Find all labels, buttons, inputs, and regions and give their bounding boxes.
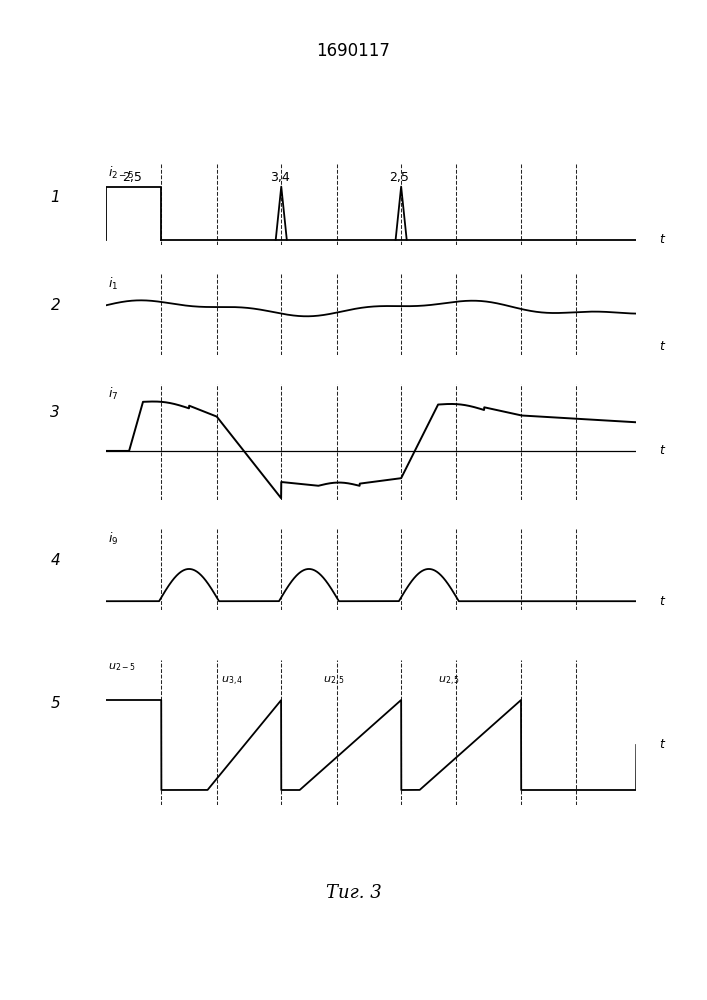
Text: 3,4: 3,4 (270, 171, 289, 184)
Text: 2,5: 2,5 (122, 171, 142, 184)
Text: $i_1$: $i_1$ (108, 276, 119, 292)
Text: $u_{3,4}$: $u_{3,4}$ (221, 675, 244, 688)
Text: $u_{2-5}$: $u_{2-5}$ (108, 661, 136, 673)
Text: $t$: $t$ (660, 340, 667, 353)
Text: $i_7$: $i_7$ (108, 385, 119, 402)
Text: $u_{2,5}$: $u_{2,5}$ (438, 675, 460, 688)
Text: $t$: $t$ (660, 444, 667, 457)
Text: 4: 4 (50, 553, 60, 568)
Text: 2: 2 (50, 298, 60, 313)
Text: $t$: $t$ (660, 233, 667, 246)
Text: 1690117: 1690117 (317, 42, 390, 60)
Text: $i_{2-5}$: $i_{2-5}$ (108, 165, 135, 181)
Text: $i_9$: $i_9$ (108, 531, 119, 547)
Text: $t$: $t$ (660, 595, 667, 608)
Text: Τиг. 3: Τиг. 3 (326, 884, 381, 902)
Text: 1: 1 (50, 190, 60, 205)
Text: $t$: $t$ (660, 738, 667, 752)
Text: 5: 5 (50, 696, 60, 710)
Text: 3: 3 (50, 405, 60, 420)
Text: 2,5: 2,5 (390, 171, 409, 184)
Text: $u_{2,5}$: $u_{2,5}$ (323, 675, 345, 688)
